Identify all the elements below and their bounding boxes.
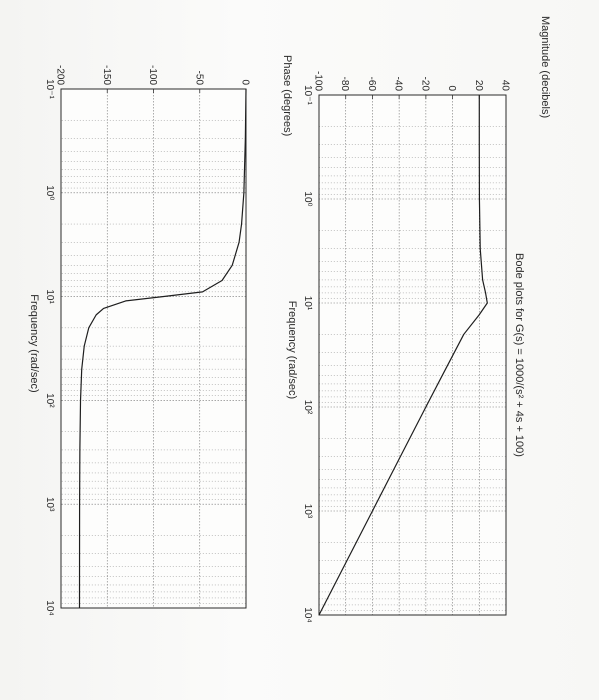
x-axis-label: Frequency (rad/sec): [286, 301, 298, 399]
x-tick-label: 10⁴: [302, 607, 313, 622]
y-tick-label: -40: [393, 77, 404, 92]
series-line: [78, 88, 247, 609]
y-tick-label: -50: [193, 71, 204, 86]
y-axis-label: Phase (degrees): [281, 55, 293, 136]
x-tick-label: 10⁰: [44, 185, 55, 200]
y-tick-label: 20: [473, 80, 484, 92]
x-tick-label: 10⁻¹: [302, 85, 313, 105]
x-tick-label: 10⁻¹: [44, 79, 55, 99]
axes-frame: [60, 88, 247, 609]
x-tick-label: 10³: [44, 497, 55, 512]
x-tick-label: 10²: [44, 393, 55, 408]
axes-frame: [318, 94, 507, 616]
x-axis-label: Frequency (rad/sec): [28, 294, 40, 392]
y-tick-label: -100: [313, 71, 324, 91]
y-tick-label: -60: [366, 77, 377, 92]
x-tick-label: 10⁰: [302, 191, 313, 206]
x-tick-label: 10²: [302, 400, 313, 415]
y-axis-label: Magnitude (decibels): [539, 16, 551, 118]
plot-area: [319, 95, 506, 615]
x-tick-label: 10¹: [44, 289, 55, 304]
chart-title: Bode plots for G(s) = 1000/(s² + 4s + 10…: [513, 253, 525, 457]
x-tick-label: 10³: [302, 504, 313, 519]
y-tick-label: -20: [419, 77, 430, 92]
x-tick-label: 10¹: [302, 296, 313, 311]
y-tick-label: 0: [240, 79, 251, 85]
rotated-figure: 40200-20-40-60-80-10010⁻¹10⁰10¹10²10³10⁴…: [28, 16, 551, 623]
y-tick-label: -200: [55, 65, 66, 85]
y-tick-label: -80: [339, 77, 350, 92]
y-tick-label: -150: [101, 65, 112, 85]
x-tick-label: 10⁴: [44, 600, 55, 615]
series-line: [318, 95, 488, 616]
y-tick-label: -100: [147, 65, 158, 85]
y-tick-label: 40: [500, 80, 511, 92]
y-tick-label: 0: [446, 85, 457, 91]
